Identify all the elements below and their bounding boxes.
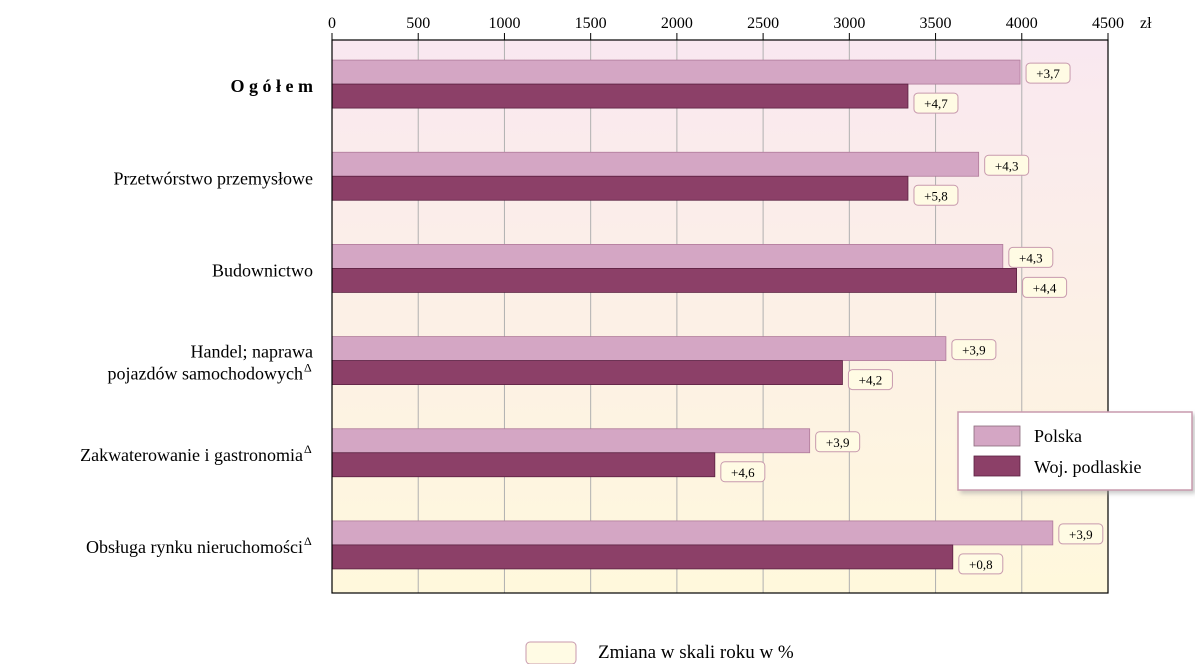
bar-podlaskie [331, 83, 909, 109]
change-label-box [1058, 523, 1104, 545]
change-label-box [958, 553, 1004, 575]
change-label-box [1022, 276, 1068, 298]
plot-frame [331, 39, 1109, 594]
x-tick-label: 4500 [1092, 15, 1124, 32]
bar-polska [331, 336, 947, 361]
change-legend-label: Zmiana w skali roku w % [598, 642, 794, 663]
change-label-text: +3,9 [1069, 527, 1093, 542]
legend-box [957, 411, 1193, 491]
bar-polska [331, 520, 1054, 546]
change-label-box [815, 431, 861, 453]
change-label-box [720, 461, 766, 483]
legend-swatch-podlaskie [973, 455, 1021, 477]
x-tick-label: 3500 [920, 15, 952, 32]
category-label: Obsługa rynku nieruchomości [86, 537, 303, 557]
change-label: +5,8 [913, 184, 959, 206]
change-label: +3,7 [1025, 62, 1071, 84]
change-label-box [984, 154, 1030, 176]
bar-podlaskie [331, 175, 909, 201]
category-label: Budownictwo [212, 260, 313, 280]
category-label: Handel; naprawa [191, 342, 313, 362]
change-label-text: +3,7 [1036, 66, 1060, 81]
change-label: +4,4 [1022, 276, 1068, 298]
change-label-text: +4,3 [995, 158, 1019, 173]
category-footnote-mark: Δ [304, 361, 312, 375]
change-label-box [1008, 246, 1054, 268]
change-label: +4,2 [847, 369, 893, 391]
change-label-box [847, 369, 893, 391]
legend [957, 411, 1193, 491]
change-label: +4,7 [913, 92, 959, 114]
grid-lines [417, 40, 1023, 593]
category-footnote-mark: Δ [304, 442, 312, 456]
legend-label-polska: Polska [1034, 426, 1082, 446]
x-tick-label: 1000 [488, 15, 520, 32]
change-label-text: +0,8 [969, 557, 993, 572]
bar-polska [331, 244, 1004, 269]
bar-podlaskie [331, 360, 843, 385]
change-label-text: +4,6 [731, 465, 755, 480]
change-label: +4,3 [984, 154, 1030, 176]
change-labels-group: +3,7 +4,7 +4,3 +5,8 +4,3 +4,4 +3,9 +4,2 +3,9 +4,6… [720, 62, 1104, 575]
bar-podlaskie [331, 452, 716, 478]
change-label-box [1025, 62, 1071, 84]
category-label: O g ó ł e m [231, 76, 314, 96]
bar-polska [331, 151, 980, 177]
x-tick-labels-group: 0 500 1000 1500 2000 2500 3000 3500 4000 4500 [328, 15, 1124, 40]
change-label: +3,9 [951, 339, 997, 361]
change-label-text: +3,9 [826, 435, 850, 450]
change-label: +3,9 [815, 431, 861, 453]
category-labels-group: O g ó ł e m Przetwórstwo przemysłowe Budow… [80, 76, 313, 557]
legend-swatch-polska [973, 425, 1021, 447]
x-tick-label: 1500 [575, 15, 607, 32]
change-label-text: +4,7 [924, 96, 948, 111]
bar-podlaskie [331, 268, 1018, 293]
bars-group [331, 59, 1054, 570]
x-tick-label: 2000 [661, 15, 693, 32]
change-label-box [913, 184, 959, 206]
x-tick-label: 4000 [1006, 15, 1038, 32]
change-label-text: +4,4 [1033, 280, 1057, 295]
x-axis-unit: zł [1140, 15, 1152, 32]
change-label-text: +4,2 [859, 373, 883, 388]
change-label: +4,3 [1008, 246, 1054, 268]
change-label-box [913, 92, 959, 114]
change-label: +4,6 [720, 461, 766, 483]
bar-polska [331, 428, 811, 454]
change-label-box [951, 339, 997, 361]
bar-polska [331, 59, 1021, 85]
change-label-text: +5,8 [924, 188, 948, 203]
change-label: +0,8 [958, 553, 1004, 575]
category-label: Zakwaterowanie i gastronomia [80, 445, 303, 465]
change-label-text: +3,9 [962, 343, 986, 358]
legend-label-podlaskie: Woj. podlaskie [1034, 457, 1142, 477]
category-label: Przetwórstwo przemysłowe [114, 168, 313, 188]
x-tick-label: 500 [406, 15, 430, 32]
plot-area [332, 40, 1108, 593]
x-tick-label: 3000 [833, 15, 865, 32]
x-tick-label: 2500 [747, 15, 779, 32]
x-tick-label: 0 [328, 15, 336, 32]
category-label: pojazdów samochodowych [108, 364, 303, 384]
change-label: +3,9 [1058, 523, 1104, 545]
bar-podlaskie [331, 544, 954, 570]
change-label-text: +4,3 [1019, 250, 1043, 265]
category-footnote-mark: Δ [304, 534, 312, 548]
change-legend-swatch [525, 641, 577, 664]
